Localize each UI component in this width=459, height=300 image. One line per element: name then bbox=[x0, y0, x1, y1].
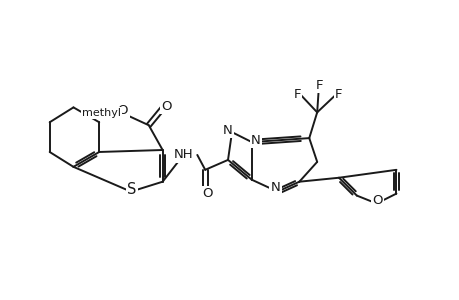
Text: F: F bbox=[315, 79, 322, 92]
Text: F: F bbox=[335, 88, 342, 101]
Text: O: O bbox=[372, 194, 382, 207]
Text: S: S bbox=[127, 182, 136, 197]
Text: N: N bbox=[270, 181, 280, 194]
Text: methyl: methyl bbox=[82, 108, 120, 118]
Text: O: O bbox=[161, 100, 172, 113]
Text: NH: NH bbox=[173, 148, 193, 161]
Text: O: O bbox=[202, 187, 212, 200]
Text: O: O bbox=[118, 104, 128, 117]
Text: F: F bbox=[293, 88, 301, 101]
Text: N: N bbox=[250, 134, 260, 147]
Text: N: N bbox=[223, 124, 232, 137]
